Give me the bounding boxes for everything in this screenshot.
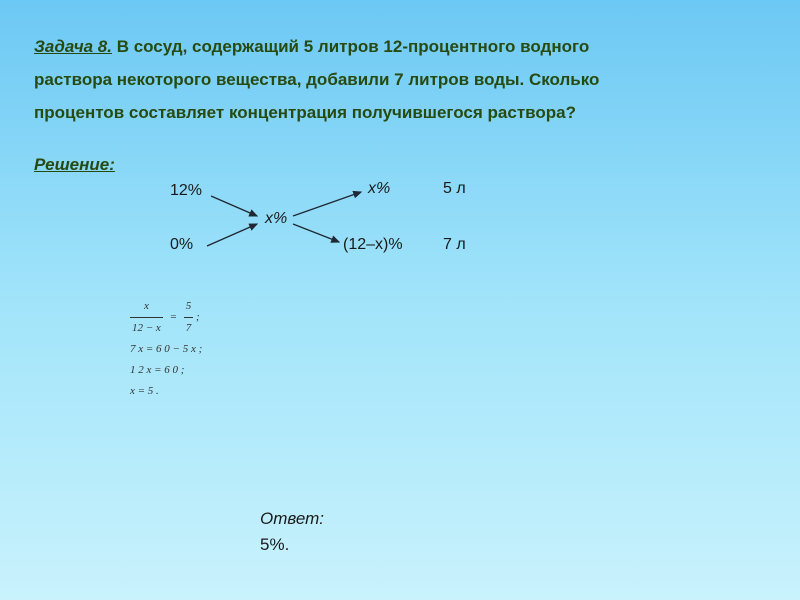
problem-body-1: В сосуд, содержащий 5 литров 12-процентн… (112, 37, 589, 56)
fraction-right: 5 7 (184, 296, 194, 339)
diagram-top-right-left: x% (368, 180, 390, 198)
fraction-left-den: 12 − x (130, 318, 163, 339)
diagram-bottom-right-left: (12–x)% (343, 236, 403, 254)
fraction-left-num: x (130, 296, 163, 318)
diagram-top-right-right: 5 л (443, 180, 466, 198)
fraction-left: x 12 − x (130, 296, 163, 339)
answer-value: 5%. (260, 535, 289, 554)
problem-body-3: процентов составляет концентрация получи… (34, 103, 576, 122)
mixing-diagram: 12% 0% x% x% 5 л (12–x)% 7 л (145, 180, 565, 280)
problem-body-2: раствора некоторого вещества, добавили 7… (34, 70, 599, 89)
slide: Задача 8. В сосуд, содержащий 5 литров 1… (0, 0, 800, 600)
fraction-right-num: 5 (184, 296, 194, 318)
problem-title: Задача 8. (34, 37, 112, 56)
equation-block: x 12 − x = 5 7 ; 7 x = 6 0 − 5 x ; 1 2 x… (130, 296, 202, 401)
answer-label: Ответ: (260, 509, 324, 528)
diagram-bottom-right-right: 7 л (443, 236, 466, 254)
solution-label: Решение: (34, 155, 766, 175)
diagram-top-left: 12% (170, 182, 202, 200)
equation-line-4: x = 5 . (130, 381, 202, 402)
equation-line-2: 7 x = 6 0 − 5 x ; (130, 339, 202, 360)
problem-text: Задача 8. В сосуд, содержащий 5 литров 1… (34, 30, 766, 129)
answer-block: Ответ: 5%. (260, 506, 324, 557)
diagram-arrows (145, 180, 565, 280)
equation-line-3: 1 2 x = 6 0 ; (130, 360, 202, 381)
fraction-right-den: 7 (184, 318, 194, 339)
diagram-center: x% (265, 210, 287, 228)
diagram-bottom-left: 0% (170, 236, 193, 254)
equation-line-1: x 12 − x = 5 7 ; (130, 296, 202, 339)
